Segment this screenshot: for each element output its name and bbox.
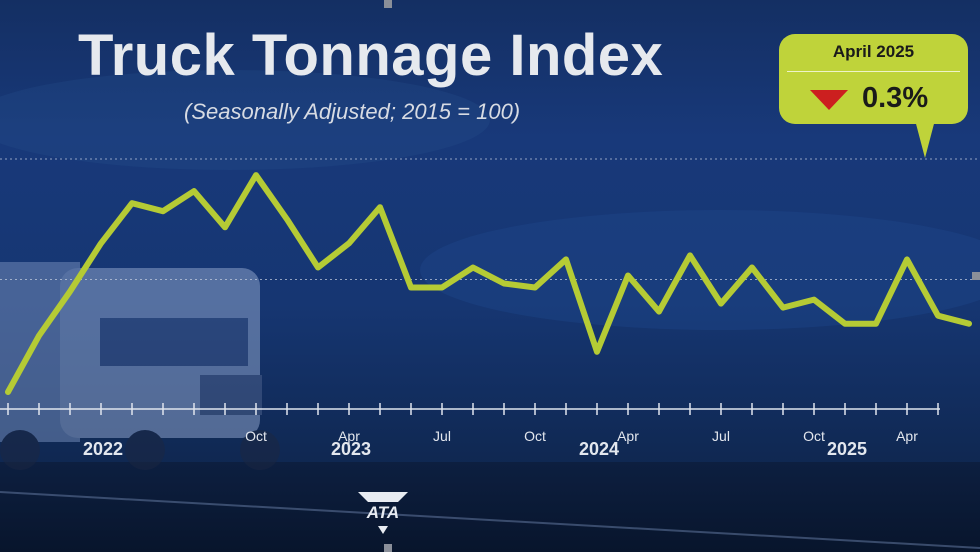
data-point: [749, 264, 755, 270]
callout-pointer: [915, 120, 935, 158]
x-tick-label: Oct: [803, 428, 825, 444]
data-point: [284, 216, 290, 222]
data-point: [594, 349, 600, 355]
data-point: [191, 188, 197, 194]
data-point: [873, 321, 879, 327]
data-point: [625, 272, 631, 278]
data-point: [935, 313, 941, 319]
data-point: [904, 256, 910, 262]
resize-handle-bottom[interactable]: [384, 544, 392, 552]
ata-logo-text: ATA: [366, 503, 400, 522]
data-point: [98, 240, 104, 246]
year-label: 2022: [83, 439, 123, 459]
chart-subtitle: (Seasonally Adjusted; 2015 = 100): [184, 99, 521, 124]
ata-logo: ATA: [354, 486, 412, 536]
x-tick-label: Apr: [896, 428, 918, 444]
x-tick-label: Jul: [433, 428, 451, 444]
year-label: 2024: [579, 439, 619, 459]
data-point: [222, 224, 228, 230]
data-point: [842, 321, 848, 327]
x-tick-label: Oct: [245, 428, 267, 444]
data-point: [439, 285, 445, 291]
series-line: [5, 172, 972, 395]
year-label: 2023: [331, 439, 371, 459]
data-point: [687, 252, 693, 258]
data-point: [966, 321, 972, 327]
data-point: [532, 285, 538, 291]
data-point: [563, 256, 569, 262]
data-point: [346, 240, 352, 246]
year-label: 2025: [827, 439, 867, 459]
data-point: [36, 333, 42, 339]
data-point: [253, 172, 259, 178]
callout-change-value: 0.3%: [862, 82, 929, 114]
data-point: [160, 208, 166, 214]
latest-change-callout: April 2025 0.3%: [779, 34, 968, 124]
x-tick-label: Jul: [712, 428, 730, 444]
data-point: [470, 264, 476, 270]
resize-handle-top[interactable]: [384, 0, 392, 8]
data-point: [129, 200, 135, 206]
truck-silhouette: [0, 262, 280, 470]
callout-period: April 2025: [832, 42, 915, 61]
chart-title: Truck Tonnage Index: [78, 23, 664, 88]
x-tick-label: Apr: [617, 428, 639, 444]
data-point: [780, 305, 786, 311]
data-point: [811, 297, 817, 303]
resize-handle-right[interactable]: [972, 272, 980, 280]
down-arrow-icon: [810, 90, 848, 110]
data-point: [5, 389, 11, 395]
data-point: [501, 281, 507, 287]
x-tick-label: Oct: [524, 428, 546, 444]
ata-logo-icon: [358, 492, 408, 534]
x-tick-label: Apr: [338, 428, 360, 444]
data-point: [408, 285, 414, 291]
data-point: [315, 264, 321, 270]
callout-divider: [787, 71, 960, 72]
data-point: [377, 204, 383, 210]
data-point: [67, 289, 73, 295]
data-point: [656, 309, 662, 315]
data-point: [718, 301, 724, 307]
